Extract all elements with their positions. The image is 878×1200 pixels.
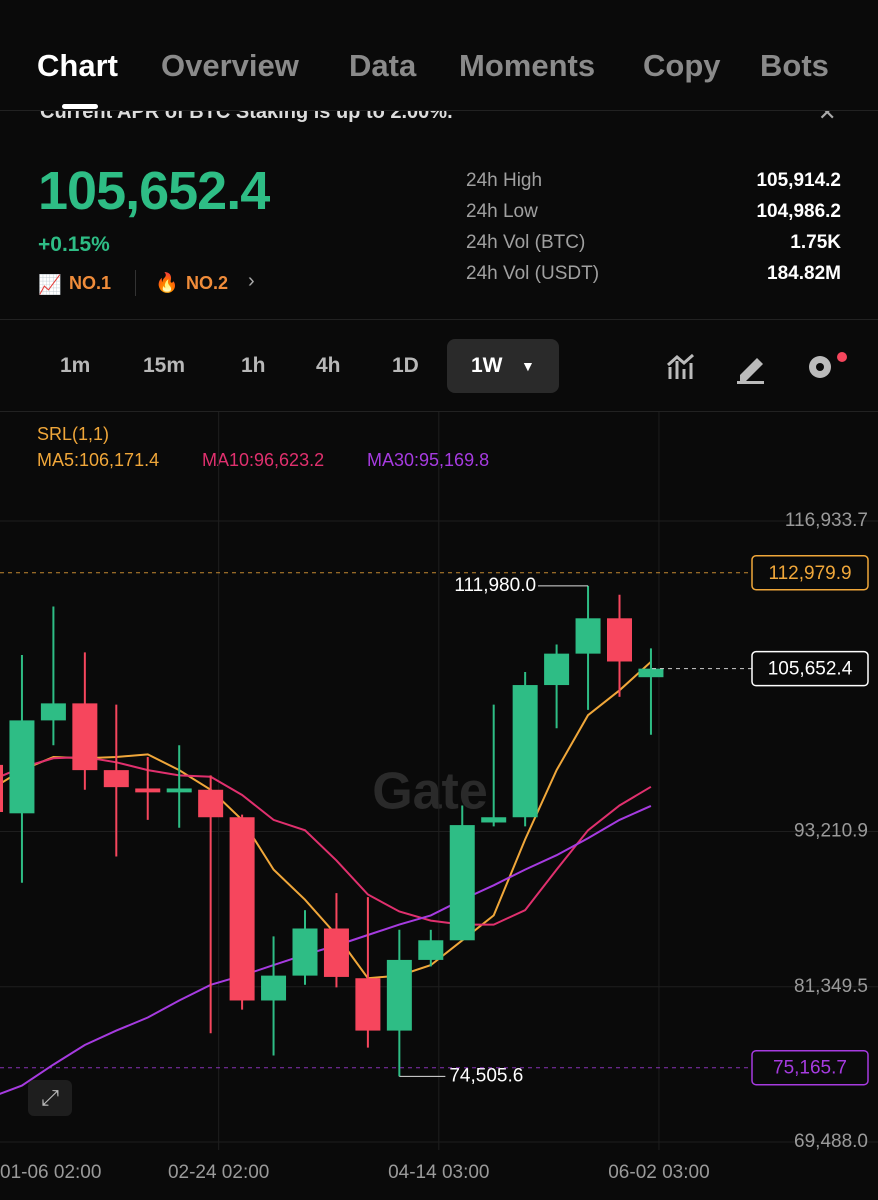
interval[interactable]: 15m bbox=[143, 354, 186, 377]
candle-body bbox=[135, 788, 161, 793]
candle-body bbox=[323, 928, 349, 977]
ma-line bbox=[0, 661, 652, 980]
candle-body bbox=[261, 975, 287, 1001]
x-tick-label: 06-02 03:00 bbox=[608, 1162, 709, 1183]
candle-body bbox=[9, 720, 35, 814]
candle-body bbox=[0, 764, 3, 813]
candle-body bbox=[355, 978, 381, 1031]
fire-icon: 🔥 bbox=[155, 273, 179, 294]
divider bbox=[0, 411, 878, 412]
banner-text: Current APR of BTC Staking is up to 2.00… bbox=[40, 110, 453, 123]
candle-body bbox=[198, 789, 224, 818]
divider bbox=[135, 270, 136, 296]
interval[interactable]: 1D bbox=[392, 354, 419, 377]
x-tick-label: 01-06 02:00 bbox=[0, 1162, 101, 1183]
ma-line bbox=[0, 804, 652, 1095]
interval[interactable]: 1W bbox=[471, 354, 503, 377]
ma-label: MA10:96,623.2 bbox=[202, 450, 324, 470]
candle-body bbox=[418, 940, 444, 960]
stat-value: 105,914.2 bbox=[756, 170, 841, 191]
ma-label: MA5:106,171.4 bbox=[37, 450, 159, 470]
y-tick-label: 81,349.5 bbox=[794, 976, 868, 997]
draw-icon[interactable] bbox=[737, 358, 764, 384]
last-price: 105,652.4 bbox=[38, 161, 270, 221]
candle-body bbox=[166, 788, 192, 793]
stat-label: 24h Vol (USDT) bbox=[466, 263, 600, 284]
candle-body bbox=[292, 928, 318, 976]
price-label-box bbox=[751, 1049, 869, 1086]
ma-line bbox=[0, 755, 652, 926]
price-label: 105,652.4 bbox=[768, 659, 853, 680]
badge[interactable]: NO.1 bbox=[69, 273, 112, 293]
tab[interactable]: Moments bbox=[459, 48, 596, 83]
banner[interactable]: Current APR of BTC Staking is up to 2.00… bbox=[0, 110, 878, 124]
watermark: Gate bbox=[372, 763, 488, 821]
close-icon[interactable]: ✕ bbox=[818, 110, 837, 124]
tab-indicator bbox=[62, 104, 98, 109]
candle-body bbox=[40, 703, 66, 721]
price-label: 112,979.9 bbox=[768, 563, 851, 584]
x-tick-label: 04-14 03:00 bbox=[388, 1162, 489, 1183]
stat-value: 1.75K bbox=[790, 232, 841, 253]
rank-icon: 📈 bbox=[38, 275, 62, 296]
price-label-box bbox=[751, 554, 869, 591]
interval[interactable]: 1h bbox=[241, 354, 266, 377]
candle-body bbox=[607, 618, 632, 662]
stat-label: 24h High bbox=[466, 170, 543, 191]
price-label-box bbox=[751, 650, 869, 687]
tab[interactable]: Copy bbox=[643, 48, 721, 83]
candle-body bbox=[512, 685, 538, 818]
candle-body bbox=[72, 703, 98, 771]
tab-bar bbox=[0, 0, 878, 111]
candle-body bbox=[229, 817, 255, 1001]
fullscreen-button[interactable]: ⤢ bbox=[28, 1080, 72, 1116]
annotation: 111,980.0 bbox=[454, 575, 536, 596]
candle-body bbox=[103, 770, 129, 788]
y-tick-label: 93,210.9 bbox=[794, 821, 868, 842]
annotation: 74,505.6 bbox=[449, 1065, 523, 1086]
tab[interactable]: Overview bbox=[161, 48, 299, 83]
y-tick-label: 116,933.7 bbox=[785, 510, 868, 531]
chevron[interactable]: › bbox=[248, 270, 255, 292]
divider bbox=[0, 319, 878, 320]
y-tick-label: 69,488.0 bbox=[794, 1131, 868, 1152]
interval[interactable]: 1m bbox=[60, 354, 91, 377]
stat-value: 104,986.2 bbox=[756, 201, 841, 222]
interval-active[interactable] bbox=[447, 339, 559, 393]
x-tick-label: 02-24 02:00 bbox=[168, 1162, 269, 1183]
dropdown-icon: ▼ bbox=[521, 358, 535, 374]
change: +0.15% bbox=[38, 233, 110, 256]
price-label: 75,165.7 bbox=[773, 1058, 847, 1079]
stat-value: 184.82M bbox=[767, 263, 841, 284]
candle-body bbox=[386, 959, 412, 1031]
indicator-icon[interactable] bbox=[667, 353, 694, 379]
tab[interactable]: Chart bbox=[37, 48, 118, 83]
toolbar-icons[interactable] bbox=[660, 347, 860, 387]
indicator-label: SRL(1,1) bbox=[37, 424, 109, 444]
tab[interactable]: Bots bbox=[760, 48, 829, 83]
settings-icon[interactable] bbox=[809, 352, 847, 378]
candle-body bbox=[638, 668, 664, 678]
candle-body bbox=[449, 825, 475, 941]
ma-label: MA30:95,169.8 bbox=[367, 450, 489, 470]
stat-label: 24h Low bbox=[466, 201, 538, 222]
candle-body bbox=[544, 653, 570, 686]
stat-label: 24h Vol (BTC) bbox=[466, 232, 586, 253]
candle-body bbox=[481, 817, 507, 823]
badge[interactable]: NO.2 bbox=[186, 273, 229, 293]
candle-body bbox=[575, 618, 601, 654]
interval[interactable]: 4h bbox=[316, 354, 341, 377]
tab[interactable]: Data bbox=[349, 48, 417, 83]
